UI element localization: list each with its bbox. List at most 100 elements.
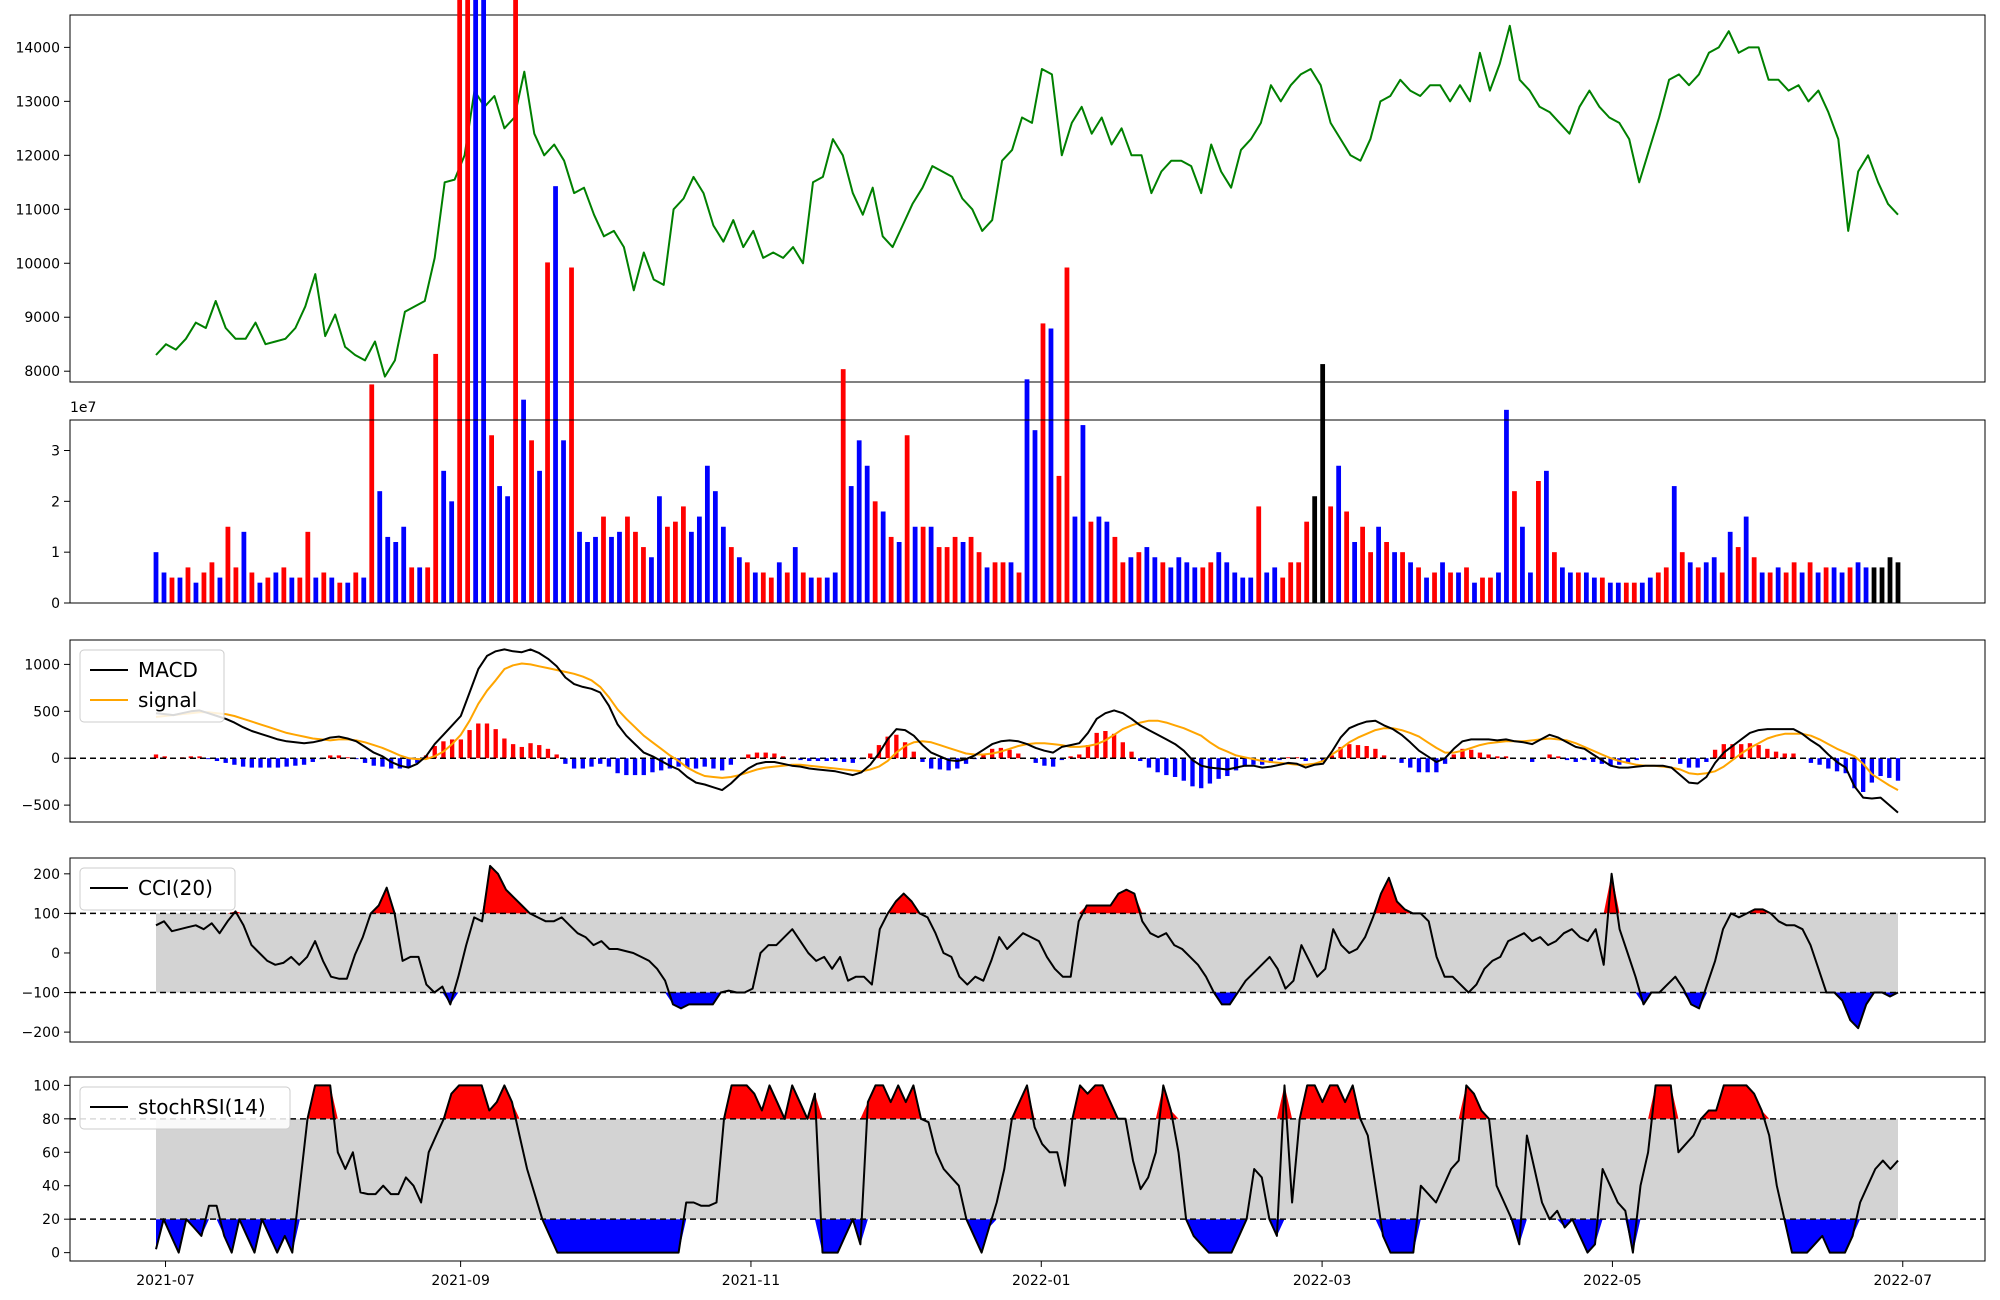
volume-bar bbox=[1703, 562, 1709, 603]
volume-bar bbox=[904, 435, 910, 603]
macd-histogram-bar bbox=[824, 758, 829, 762]
stochrsi-panel: 0 20 40 60 80 100 stochRSI(14) 2021-07 2021-09 20… bbox=[33, 1076, 1986, 1289]
macd-histogram-bar bbox=[362, 758, 368, 763]
macd-histogram-bar bbox=[728, 758, 734, 765]
volume-bar bbox=[1328, 506, 1334, 603]
volume-bar bbox=[585, 542, 590, 603]
volume-bar bbox=[505, 496, 510, 603]
axes-frame bbox=[69, 419, 1986, 604]
macd-histogram-bar bbox=[1303, 758, 1308, 762]
volume-bar bbox=[361, 577, 367, 603]
legend-box bbox=[79, 867, 236, 911]
volume-bar bbox=[712, 491, 718, 603]
macd-histogram-bar bbox=[1190, 758, 1195, 787]
macd-histogram-bar bbox=[188, 756, 194, 759]
macd-histogram-bar bbox=[1686, 758, 1692, 768]
x-tick-label: 2022-07 bbox=[1874, 1273, 1933, 1289]
macd-histogram-bar bbox=[528, 743, 533, 759]
volume-bar bbox=[1591, 577, 1597, 603]
macd-histogram-bar bbox=[885, 736, 890, 759]
volume-bar bbox=[337, 582, 343, 603]
macd-histogram-bar bbox=[1791, 753, 1796, 759]
volume-bar bbox=[1232, 572, 1238, 603]
macd-histogram-bar bbox=[345, 757, 350, 759]
volume-scale-label: 1e7 bbox=[70, 400, 96, 416]
macd-histogram-bar bbox=[432, 746, 437, 759]
y-tick-label: 80 bbox=[42, 1112, 60, 1128]
macd-histogram-bar bbox=[1059, 758, 1065, 761]
volume-bar bbox=[1815, 572, 1821, 603]
volume-bar bbox=[832, 572, 838, 603]
y-tick-label: 20 bbox=[42, 1212, 60, 1228]
price-line bbox=[155, 24, 1899, 378]
macd-histogram-bar bbox=[1739, 744, 1744, 759]
macd-histogram-bar bbox=[963, 758, 969, 764]
macd-histogram-bar bbox=[746, 754, 751, 759]
macd-histogram-bar bbox=[293, 758, 298, 766]
volume-bar bbox=[1344, 511, 1350, 603]
volume-bar bbox=[1256, 506, 1262, 603]
macd-histogram-bar bbox=[1146, 758, 1152, 768]
legend-label: CCI(20) bbox=[138, 876, 213, 900]
macd-histogram-bar bbox=[389, 758, 394, 769]
macd-histogram-bar bbox=[328, 755, 333, 759]
macd-histogram-bar bbox=[1634, 758, 1639, 761]
macd-histogram-bar bbox=[1094, 732, 1099, 759]
y-tick-label: 500 bbox=[33, 704, 60, 720]
volume-bar bbox=[617, 531, 622, 603]
macd-histogram-bar bbox=[484, 723, 490, 759]
macd-histogram-bar bbox=[380, 758, 385, 767]
macd-histogram-bar bbox=[301, 758, 307, 765]
macd-histogram-bar bbox=[336, 755, 342, 759]
macd-histogram-bar bbox=[441, 741, 446, 759]
volume-bar bbox=[1504, 409, 1509, 603]
volume-bar bbox=[1823, 567, 1829, 603]
volume-bar bbox=[1759, 572, 1765, 603]
volume-bar bbox=[1751, 557, 1757, 603]
macd-histogram-bar bbox=[1721, 744, 1726, 759]
volume-bar bbox=[161, 572, 167, 603]
volume-bar bbox=[960, 542, 966, 603]
macd-histogram-bar bbox=[206, 758, 211, 760]
volume-bar bbox=[1384, 542, 1389, 603]
volume-bar bbox=[1040, 323, 1046, 603]
volume-bar bbox=[265, 577, 271, 603]
macd-histogram-bar bbox=[1251, 758, 1256, 765]
macd-histogram-bar bbox=[275, 758, 281, 768]
volume-bar bbox=[760, 572, 766, 603]
macd-histogram-bar bbox=[1530, 758, 1535, 762]
legend-box bbox=[79, 1086, 291, 1130]
macd-histogram-bar bbox=[1556, 756, 1561, 759]
volume-bar bbox=[1727, 531, 1733, 603]
volume-bar bbox=[880, 511, 886, 603]
volume-bar bbox=[289, 577, 295, 603]
volume-bar bbox=[1839, 572, 1845, 603]
macd-histogram-bar bbox=[1887, 758, 1892, 778]
macd-histogram-bar bbox=[1582, 758, 1587, 761]
volume-bar bbox=[1639, 582, 1645, 603]
macd-histogram-bar bbox=[1843, 758, 1848, 774]
volume-bar bbox=[968, 536, 974, 603]
volume-bar bbox=[377, 491, 383, 603]
macd-histogram-bar bbox=[1503, 756, 1509, 759]
y-tick-label: −100 bbox=[22, 986, 60, 1002]
volume-bar bbox=[1807, 562, 1813, 603]
volume-bar bbox=[1096, 516, 1102, 603]
macd-histogram-bar bbox=[1747, 743, 1753, 759]
volume-bar bbox=[665, 526, 670, 603]
volume-bar bbox=[792, 547, 798, 603]
volume-bar bbox=[976, 552, 982, 603]
volume-bar bbox=[1056, 475, 1062, 603]
volume-bar bbox=[992, 562, 998, 603]
volume-bar bbox=[1879, 567, 1885, 603]
macd-histogram-bar bbox=[1869, 758, 1875, 783]
volume-bar bbox=[1104, 521, 1110, 603]
macd-histogram-bar bbox=[946, 758, 951, 771]
macd-histogram-bar bbox=[1678, 758, 1683, 764]
volume-bar bbox=[393, 542, 399, 603]
volume-bar bbox=[912, 526, 918, 603]
volume-bar bbox=[1088, 521, 1094, 603]
volume-bar bbox=[257, 582, 263, 603]
volume-bar bbox=[1679, 552, 1685, 603]
